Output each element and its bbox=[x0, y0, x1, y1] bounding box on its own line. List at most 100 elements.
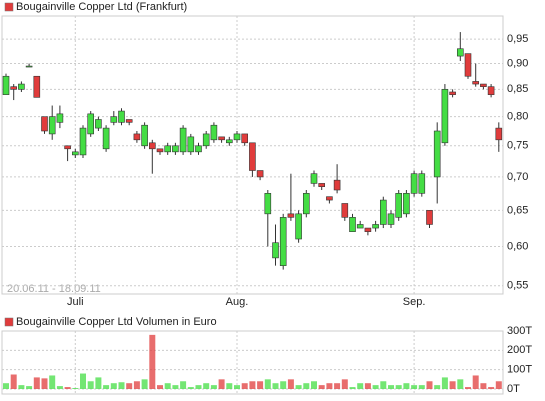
candle-body bbox=[233, 133, 241, 141]
volume-bar bbox=[3, 383, 9, 389]
volume-bar bbox=[303, 383, 310, 389]
volume-bar bbox=[295, 385, 302, 389]
y-tick-label: 0,70 bbox=[507, 171, 528, 183]
candle-body bbox=[218, 136, 225, 141]
volume-bar bbox=[357, 383, 364, 389]
candle-body bbox=[403, 193, 410, 215]
candle-body bbox=[187, 136, 195, 153]
volume-bar bbox=[480, 383, 487, 389]
volume-bar bbox=[164, 383, 171, 389]
candle-body bbox=[164, 145, 171, 153]
candle-body bbox=[25, 65, 33, 68]
volume-bar bbox=[411, 385, 418, 389]
date-range: 20.06.11 - 18.09.11 bbox=[7, 283, 101, 295]
volume-bar bbox=[110, 383, 117, 389]
y-tick-label: 0,95 bbox=[507, 33, 528, 45]
volume-bar bbox=[280, 381, 287, 389]
candle-body bbox=[2, 75, 10, 95]
candle-body bbox=[48, 116, 56, 135]
candle-body bbox=[241, 133, 248, 144]
volume-legend-swatch bbox=[4, 317, 14, 327]
volume-bar bbox=[218, 379, 225, 389]
candle-body bbox=[356, 224, 364, 229]
candle-body bbox=[156, 148, 164, 153]
volume-title: Bougainville Copper Ltd Volumen in Euro bbox=[16, 316, 217, 328]
volume-bar bbox=[49, 375, 56, 389]
y-tick-label: 0,55 bbox=[507, 280, 528, 292]
volume-bar bbox=[341, 379, 348, 389]
candle-body bbox=[133, 133, 141, 141]
volume-bar bbox=[203, 383, 210, 389]
volume-bar bbox=[226, 383, 233, 389]
volume-bar bbox=[264, 379, 271, 389]
candle-body bbox=[372, 224, 379, 229]
candle-body bbox=[141, 124, 148, 147]
volume-frame bbox=[1, 330, 504, 395]
volume-bar bbox=[388, 385, 394, 389]
candle-body bbox=[426, 210, 433, 225]
candle-body bbox=[10, 86, 17, 90]
candle-body bbox=[95, 119, 102, 129]
candle-body bbox=[464, 53, 472, 77]
candle-body bbox=[33, 75, 41, 98]
volume-bar bbox=[126, 383, 133, 389]
volume-bar bbox=[64, 387, 71, 389]
candle-body bbox=[195, 145, 202, 153]
volume-bar bbox=[56, 386, 63, 389]
volume-bar bbox=[26, 386, 33, 389]
x-tick-label: Sep. bbox=[403, 296, 426, 308]
x-tick-label: Aug. bbox=[226, 296, 249, 308]
volume-bar bbox=[172, 385, 179, 389]
candle-body bbox=[110, 116, 118, 123]
volume-bar bbox=[472, 375, 479, 389]
volume-bar bbox=[495, 381, 502, 389]
candle-body bbox=[395, 193, 403, 218]
volume-bar bbox=[326, 383, 333, 389]
candle-body bbox=[287, 213, 295, 218]
volume-bar bbox=[241, 383, 248, 389]
y-tick-label: 0,85 bbox=[507, 83, 528, 95]
volume-bar bbox=[395, 385, 402, 389]
candle-body bbox=[364, 227, 372, 232]
volume-bar bbox=[349, 387, 356, 389]
y-tick-label: 0,65 bbox=[507, 204, 528, 216]
y-tick-label: 0,80 bbox=[507, 111, 528, 123]
volume-bar bbox=[41, 378, 48, 389]
y-tick-label: 100T bbox=[507, 364, 532, 376]
volume-bar bbox=[403, 383, 410, 389]
candle-body bbox=[202, 133, 210, 147]
candle-body bbox=[387, 213, 395, 225]
candle-body bbox=[249, 142, 256, 171]
candle-body bbox=[226, 139, 233, 144]
candle-body bbox=[341, 203, 349, 218]
x-tick-label: Juli bbox=[67, 296, 84, 308]
volume-bar bbox=[10, 374, 17, 389]
candle-body bbox=[310, 173, 318, 184]
candle-body bbox=[256, 170, 264, 178]
volume-bar bbox=[118, 382, 125, 389]
candle-body bbox=[72, 151, 79, 156]
volume-bar bbox=[334, 383, 341, 389]
volume-bar bbox=[249, 381, 256, 389]
candle-body bbox=[279, 217, 287, 266]
candle-body bbox=[418, 173, 426, 194]
y-tick-label: 0,90 bbox=[507, 57, 528, 69]
candle-body bbox=[333, 179, 341, 191]
volume-bar bbox=[141, 379, 148, 389]
volume-bar bbox=[33, 377, 40, 389]
volume-bar bbox=[372, 385, 379, 389]
volume-bar bbox=[210, 385, 217, 389]
candle-body bbox=[125, 119, 133, 123]
candle-body bbox=[64, 145, 71, 150]
volume-bar bbox=[18, 385, 25, 389]
candle-body bbox=[87, 113, 94, 135]
volume-bar bbox=[87, 381, 94, 389]
volume-bar bbox=[272, 383, 279, 389]
volume-bar bbox=[457, 379, 464, 389]
candle-body bbox=[441, 89, 449, 144]
candle-body bbox=[210, 124, 218, 141]
chart-title: Bougainville Copper Ltd (Frankfurt) bbox=[16, 1, 187, 13]
volume-bar bbox=[187, 387, 194, 389]
volume-bar bbox=[257, 381, 264, 389]
